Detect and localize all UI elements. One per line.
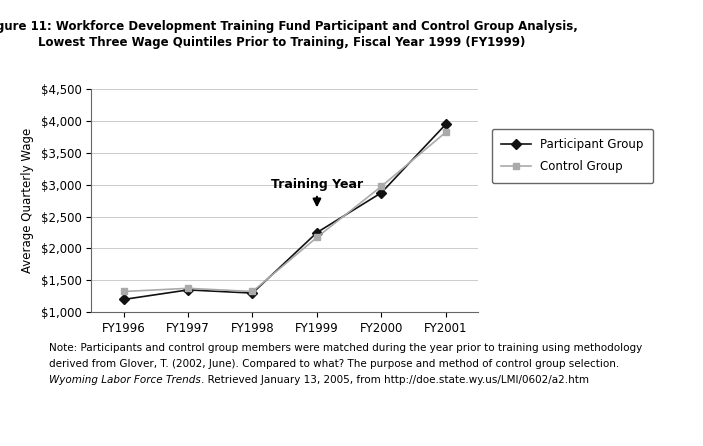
Legend: Participant Group, Control Group: Participant Group, Control Group <box>491 128 653 183</box>
Text: derived from Glover, T. (2002, June). Compared to what? The purpose and method o: derived from Glover, T. (2002, June). Co… <box>49 359 619 369</box>
Text: Figure 11: Workforce Development Training Fund Participant and Control Group Ana: Figure 11: Workforce Development Trainin… <box>0 20 578 33</box>
Participant Group <box>120 297 128 302</box>
Text: . Retrieved January 13, 2005, from http://doe.state.wy.us/LMI/0602/a2.htm: . Retrieved January 13, 2005, from http:… <box>201 375 589 384</box>
Control Group <box>377 184 385 189</box>
Line: Participant Group: Participant Group <box>120 121 449 303</box>
Text: Note: Participants and control group members were matched during the year prior : Note: Participants and control group mem… <box>49 343 643 353</box>
Control Group <box>441 129 450 135</box>
Participant Group <box>377 190 385 195</box>
Text: Lowest Three Wage Quintiles Prior to Training, Fiscal Year 1999 (FY1999): Lowest Three Wage Quintiles Prior to Tra… <box>37 36 525 49</box>
Participant Group <box>313 230 321 235</box>
Control Group <box>313 235 321 240</box>
Control Group <box>248 289 257 294</box>
Participant Group <box>184 287 193 293</box>
Control Group <box>120 289 128 294</box>
Text: Wyoming Labor Force Trends: Wyoming Labor Force Trends <box>49 375 201 384</box>
Y-axis label: Average Quarterly Wage: Average Quarterly Wage <box>21 128 34 273</box>
Participant Group <box>441 122 450 127</box>
Line: Control Group: Control Group <box>120 129 449 295</box>
Text: Training Year: Training Year <box>271 178 363 205</box>
Participant Group <box>248 290 257 296</box>
Control Group <box>184 285 193 291</box>
